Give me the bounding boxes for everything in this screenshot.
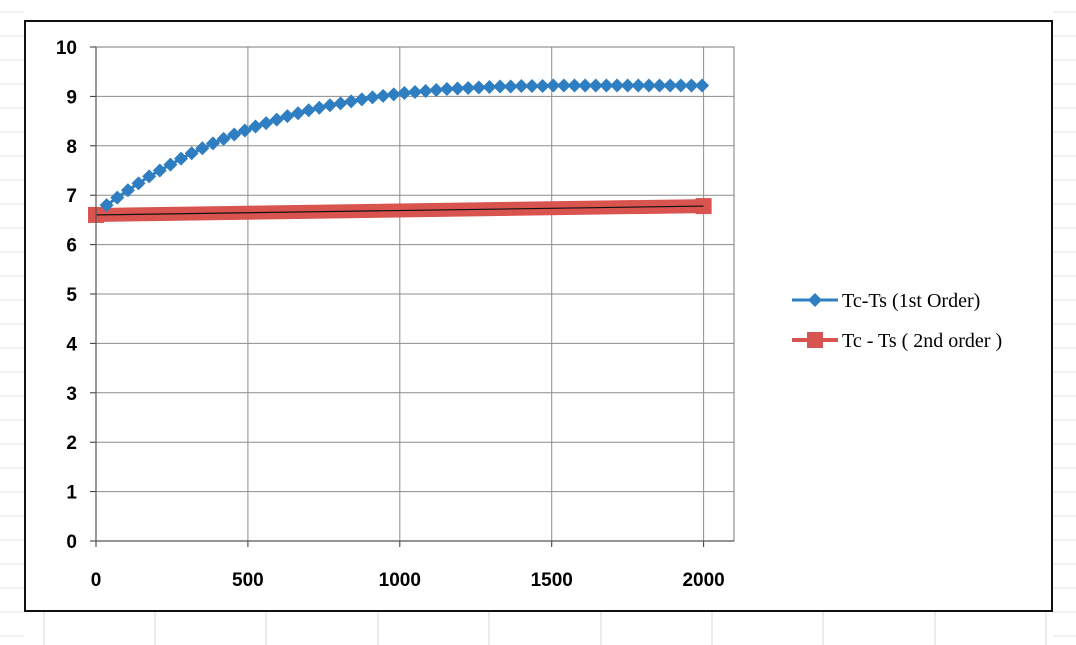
series-trend-line-2nd-order	[95, 205, 704, 216]
series-point-1st-order	[322, 98, 337, 113]
series-point-1st-order	[301, 103, 316, 118]
y-tick-label: 7	[66, 186, 77, 207]
y-tick-label: 4	[66, 334, 77, 355]
line-chart: 0 1 2 3 4 5 6 7 8 9 10 0 500 1000 1500 2000 Tc-Ts (1st …	[56, 38, 1002, 591]
series-point-1st-order	[610, 78, 625, 93]
series-point-1st-order	[237, 123, 252, 138]
series-point-1st-order	[471, 80, 486, 95]
series-point-1st-order	[439, 81, 454, 96]
series-point-1st-order	[556, 78, 571, 93]
series-point-1st-order	[620, 78, 635, 93]
series-point-1st-order	[429, 82, 444, 97]
x-tick-label: 1500	[531, 570, 573, 591]
legend: Tc-Ts (1st Order) Tc - Ts ( 2nd order )	[792, 290, 1002, 352]
chart-frame: 0 1 2 3 4 5 6 7 8 9 10 0 500 1000 1500 2000 Tc-Ts (1st …	[24, 20, 1053, 612]
y-tick-label: 2	[66, 433, 77, 454]
y-tick-label: 3	[66, 384, 77, 405]
series-point-1st-order	[588, 78, 603, 93]
series-point-1st-order	[291, 106, 306, 121]
y-tick-label: 6	[66, 236, 77, 257]
series-point-1st-order	[227, 127, 242, 142]
series-point-1st-order	[344, 94, 359, 109]
y-tick-label: 10	[56, 38, 77, 59]
legend-label-2nd-order: Tc - Ts ( 2nd order )	[842, 330, 1002, 352]
x-tick-label: 0	[91, 570, 102, 591]
series-point-1st-order	[514, 79, 529, 94]
series-point-1st-order	[386, 87, 401, 102]
x-tick-label: 1000	[379, 570, 421, 591]
series-point-1st-order	[567, 78, 582, 93]
series-point-1st-order	[652, 78, 667, 93]
series-point-1st-order	[280, 109, 295, 124]
legend-marker-2nd-order	[807, 332, 823, 348]
series-point-1st-order	[408, 84, 422, 99]
series-point-1st-order	[524, 79, 539, 94]
y-tick-label: 9	[66, 87, 77, 108]
series-point-1st-order	[152, 163, 167, 178]
y-tick-label: 5	[66, 285, 77, 306]
series-point-1st-order	[397, 85, 412, 100]
series-point-1st-order	[376, 88, 391, 103]
y-tick-label: 1	[66, 483, 77, 504]
series-point-1st-order	[535, 79, 550, 94]
series-point-1st-order	[461, 81, 476, 96]
series-point-1st-order	[663, 78, 678, 93]
gridlines	[95, 46, 735, 542]
series-point-1st-order	[503, 79, 518, 94]
series-point-1st-order	[684, 78, 699, 93]
series-point-1st-order	[184, 146, 199, 161]
series-point-1st-order	[641, 78, 656, 93]
series-point-1st-order	[354, 92, 369, 107]
series-point-1st-order	[248, 119, 263, 134]
series-point-1st-order	[365, 90, 380, 105]
series-point-1st-order	[269, 112, 284, 127]
axes: 0 1 2 3 4 5 6 7 8 9 10 0 500 1000 1500 2000	[56, 38, 734, 591]
series-point-1st-order	[205, 136, 220, 151]
series-point-1st-order	[493, 79, 508, 94]
series-point-1st-order	[163, 157, 178, 172]
series-point-1st-order	[695, 78, 710, 93]
y-tick-label: 0	[66, 532, 77, 553]
series-point-1st-order	[120, 183, 135, 198]
series-point-1st-order	[418, 83, 433, 98]
series-point-1st-order	[599, 78, 614, 93]
series-point-1st-order	[174, 151, 189, 166]
series-point-1st-order	[195, 141, 210, 156]
series-point-1st-order	[546, 78, 561, 93]
legend-label-1st-order: Tc-Ts (1st Order)	[842, 290, 980, 312]
series-point-1st-order	[312, 100, 327, 115]
series-point-1st-order	[259, 116, 274, 131]
y-tick-label: 8	[66, 137, 77, 158]
series-point-1st-order	[99, 198, 114, 213]
series-point-1st-order	[131, 176, 146, 191]
series-point-1st-order	[333, 96, 348, 111]
series-point-1st-order	[578, 78, 593, 93]
series-point-1st-order	[482, 80, 497, 95]
series-point-1st-order	[110, 190, 125, 205]
series-point-1st-order	[216, 131, 231, 146]
legend-marker-1st-order	[808, 293, 822, 307]
series-point-1st-order	[673, 78, 688, 93]
series-layer	[88, 78, 712, 223]
x-tick-label: 2000	[682, 570, 724, 591]
series-point-1st-order	[631, 78, 646, 93]
series-point-1st-order	[142, 169, 157, 184]
series-point-1st-order	[450, 81, 465, 96]
x-tick-label: 500	[232, 570, 264, 591]
